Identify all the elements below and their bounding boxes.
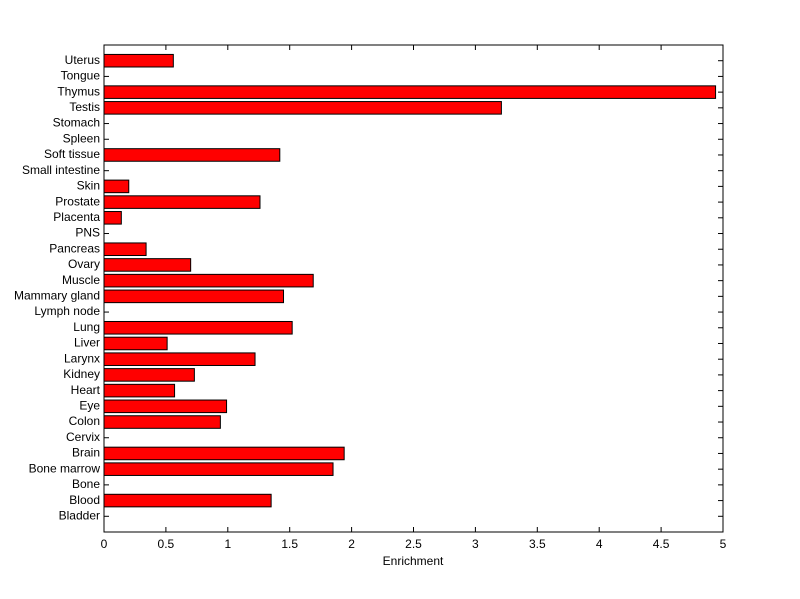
bar bbox=[103, 289, 285, 304]
bar bbox=[103, 258, 192, 272]
x-tick-label: 1.5 bbox=[281, 537, 298, 551]
y-tick-label: Tongue bbox=[61, 69, 101, 83]
bar bbox=[103, 85, 717, 99]
x-tick-label: 3.5 bbox=[529, 537, 546, 551]
y-tick-label: Small intestine bbox=[22, 163, 100, 177]
y-tick-label: Pancreas bbox=[49, 241, 100, 255]
x-tick-label: 4 bbox=[596, 537, 603, 551]
y-tick-label: Lung bbox=[73, 320, 100, 334]
y-tick-label: Prostate bbox=[55, 194, 100, 208]
y-tick-label: Testis bbox=[69, 100, 100, 114]
y-tick-label: Brain bbox=[72, 446, 100, 460]
bar bbox=[103, 179, 130, 194]
y-tick-label: Kidney bbox=[63, 367, 100, 381]
y-tick-label: Skin bbox=[77, 179, 100, 193]
y-tick-label: Thymus bbox=[57, 84, 100, 98]
y-tick-label: Bone bbox=[72, 477, 100, 491]
bar bbox=[103, 242, 147, 257]
bar bbox=[103, 53, 174, 68]
y-tick-label: Bladder bbox=[59, 508, 100, 522]
x-tick-label: 0 bbox=[101, 537, 108, 551]
y-tick-label: Muscle bbox=[62, 273, 100, 287]
bar bbox=[103, 320, 293, 335]
y-tick-label: Bone marrow bbox=[29, 461, 101, 475]
y-tick-label: Larynx bbox=[64, 351, 100, 365]
x-tick-label: 1 bbox=[224, 537, 231, 551]
y-tick-label: Placenta bbox=[53, 210, 100, 224]
bar bbox=[103, 101, 502, 115]
y-tick-label: Lymph node bbox=[34, 304, 100, 318]
bar bbox=[103, 195, 261, 209]
bar bbox=[103, 211, 122, 225]
y-tick-label: Spleen bbox=[63, 131, 100, 145]
x-tick-label: 2.5 bbox=[405, 537, 422, 551]
x-tick-label: 2 bbox=[348, 537, 355, 551]
bar bbox=[103, 462, 334, 476]
bar bbox=[103, 273, 314, 288]
y-tick-label: Heart bbox=[71, 383, 101, 397]
y-tick-label: Stomach bbox=[53, 116, 100, 130]
y-tick-label: Liver bbox=[74, 336, 100, 350]
y-tick-label: Colon bbox=[69, 414, 100, 428]
bar bbox=[103, 493, 272, 508]
bar bbox=[103, 148, 281, 162]
y-tick-label: PNS bbox=[75, 226, 100, 240]
bar bbox=[103, 399, 228, 414]
bar bbox=[103, 368, 195, 382]
y-tick-label: Cervix bbox=[66, 430, 100, 444]
y-tick-label: Mammary gland bbox=[14, 289, 100, 303]
bar bbox=[103, 336, 168, 351]
y-tick-label: Eye bbox=[79, 398, 100, 412]
bar bbox=[103, 383, 176, 398]
bar bbox=[103, 415, 221, 429]
bar bbox=[103, 352, 256, 366]
y-tick-label: Ovary bbox=[68, 257, 100, 271]
y-tick-label: Uterus bbox=[65, 53, 100, 67]
y-tick-label: Soft tissue bbox=[44, 147, 100, 161]
x-tick-label: 3 bbox=[472, 537, 479, 551]
x-tick-label: 5 bbox=[720, 537, 727, 551]
x-tick-label: 4.5 bbox=[653, 537, 670, 551]
bar bbox=[103, 446, 345, 461]
y-tick-label: Blood bbox=[69, 493, 100, 507]
x-tick-label: 0.5 bbox=[158, 537, 175, 551]
x-axis-label: Enrichment bbox=[383, 554, 444, 568]
